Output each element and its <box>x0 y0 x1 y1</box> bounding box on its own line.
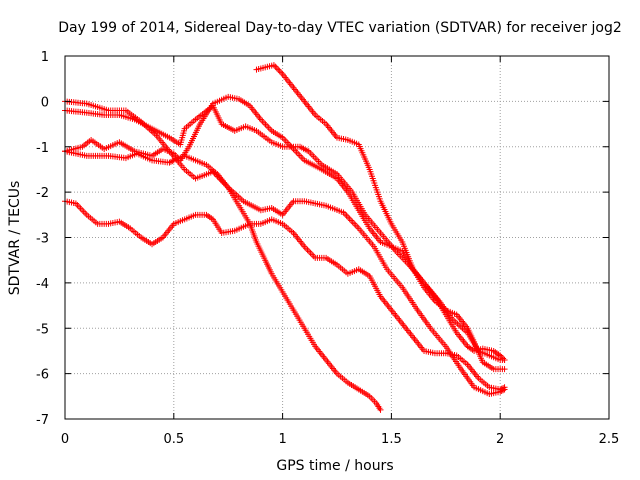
y-tick-label: -7 <box>36 413 49 428</box>
x-tick-label: 0.5 <box>163 432 184 447</box>
plus-marker <box>346 215 353 222</box>
x-tick-label: 2.5 <box>599 432 620 447</box>
series-track-6 <box>253 62 508 364</box>
plus-marker <box>501 384 508 391</box>
plus-marker <box>275 66 282 73</box>
plus-marker <box>343 212 350 219</box>
y-tick-label: -4 <box>36 277 49 292</box>
plus-marker <box>352 222 359 229</box>
plus-marker <box>501 357 508 364</box>
plus-marker <box>377 406 384 413</box>
x-axis-label: GPS time / hours <box>276 458 393 474</box>
plus-marker <box>500 355 507 362</box>
y-tick-label: -2 <box>36 186 49 201</box>
y-tick-label: -5 <box>36 322 49 337</box>
plus-marker <box>169 158 176 165</box>
data-points <box>62 62 508 413</box>
x-tick-label: 1.5 <box>381 432 402 447</box>
plus-marker <box>348 217 355 224</box>
chart-title: Day 199 of 2014, Sidereal Day-to-day VTE… <box>58 20 621 36</box>
plus-marker <box>500 384 507 391</box>
x-tick-label: 2 <box>496 432 504 447</box>
plus-marker <box>349 219 356 226</box>
plus-marker <box>276 68 283 75</box>
y-tick-label: -6 <box>36 368 49 383</box>
y-tick-label: 1 <box>41 50 49 65</box>
series-track-1 <box>62 98 508 398</box>
series-track-3 <box>62 93 508 373</box>
plus-marker <box>345 214 352 221</box>
plus-marker <box>272 63 279 70</box>
y-axis-label: SDTVAR / TECUs <box>7 181 23 296</box>
series-track-2 <box>62 102 508 364</box>
series-track-4 <box>62 148 384 413</box>
plus-marker <box>501 366 508 373</box>
plus-marker <box>278 69 285 76</box>
grid <box>65 56 609 419</box>
series-track-5 <box>62 198 508 393</box>
y-tick-label: 0 <box>41 95 49 110</box>
x-tick-label: 0 <box>61 432 69 447</box>
x-tick-label: 1 <box>278 432 286 447</box>
plus-marker <box>354 223 361 230</box>
y-tick-label: -3 <box>36 232 49 247</box>
y-tick-label: -1 <box>36 141 49 156</box>
axis-ticks: 0 0.5 1 1.5 2 2.5 1 0 -1 -2 -3 -4 -5 -6 -7 <box>36 50 619 447</box>
plus-marker <box>351 220 358 227</box>
